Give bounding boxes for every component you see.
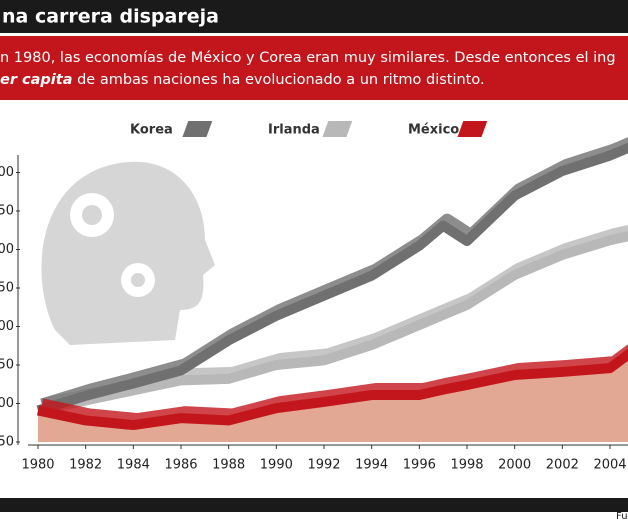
subtitle-text: n 1980, las economías de México y Corea … <box>0 50 616 66</box>
x-tick-label: 2004 <box>593 458 626 473</box>
series-line <box>36 348 628 431</box>
footer-bar <box>0 498 628 512</box>
subtitle-italic: er capita <box>0 72 72 88</box>
x-tick-label: 1986 <box>164 458 197 473</box>
legend-swatch <box>182 121 213 137</box>
x-tick-label: 1992 <box>307 458 340 473</box>
legend-label: México <box>408 123 459 138</box>
series-line <box>36 231 628 416</box>
subtitle: n 1980, las economías de México y Corea … <box>0 50 616 66</box>
subtitle: er capita de ambas naciones ha evolucion… <box>0 72 485 88</box>
series-ribbon <box>40 344 628 426</box>
title-bar <box>0 0 628 33</box>
x-tick-label: 1988 <box>212 458 245 473</box>
legend-label: Korea <box>130 123 173 138</box>
y-tick-label: 00 <box>0 319 14 334</box>
y-tick-label: 50 <box>0 435 14 450</box>
y-tick-label: 00 <box>0 242 14 257</box>
x-tick-label: 2002 <box>546 458 579 473</box>
y-tick-label: 50 <box>0 204 14 219</box>
legend-swatch <box>322 121 353 137</box>
x-tick-label: 1996 <box>403 458 436 473</box>
y-tick-label: 00 <box>0 396 14 411</box>
x-tick-label: 1990 <box>260 458 293 473</box>
y-tick-label: 50 <box>0 281 14 296</box>
legend-swatch <box>457 121 488 137</box>
x-tick-label: 1984 <box>117 458 150 473</box>
source: Fu <box>616 511 628 522</box>
x-tick-label: 2000 <box>498 458 531 473</box>
x-tick-label: 1994 <box>355 458 388 473</box>
x-tick-label: 1982 <box>69 458 102 473</box>
y-tick-label: 50 <box>0 358 14 373</box>
x-tick-label: 1980 <box>21 458 54 473</box>
x-tick-label: 1998 <box>450 458 483 473</box>
series-line <box>36 142 628 416</box>
subtitle-text: de ambas naciones ha evolucionado a un r… <box>72 72 484 88</box>
head-illustration <box>41 161 215 345</box>
legend-label: Irlanda <box>268 123 320 138</box>
y-tick-label: 00 <box>0 165 14 180</box>
subtitle-band <box>0 36 628 100</box>
chart-title: na carrera dispareja <box>2 6 219 28</box>
